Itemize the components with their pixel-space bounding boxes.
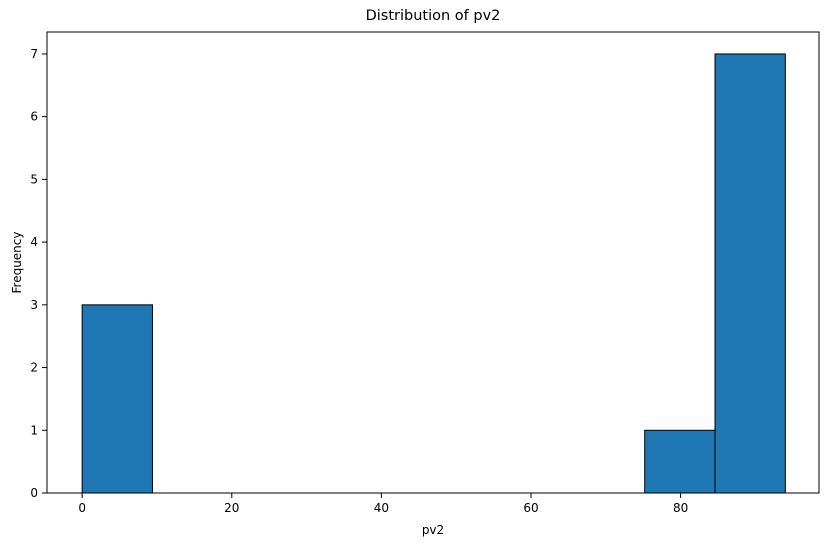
y-tick-label: 5: [30, 172, 38, 186]
x-axis-label: pv2: [422, 523, 444, 537]
x-axis-ticks: 0 20 40 60 80: [78, 493, 688, 515]
histogram-bar: [714, 53, 786, 494]
y-tick-label: 2: [30, 361, 38, 375]
y-tick-label: 3: [30, 298, 38, 312]
y-tick-label: 6: [30, 110, 38, 124]
y-tick-label: 4: [30, 235, 38, 249]
x-tick-label: 80: [673, 501, 688, 515]
histogram-bar: [644, 429, 716, 494]
y-tick-label: 7: [30, 47, 38, 61]
y-axis-label: Frequency: [10, 232, 24, 294]
y-axis-ticks: 0 1 2 3 4 5 6 7: [30, 47, 47, 500]
x-tick-label: 0: [78, 501, 86, 515]
x-tick-label: 60: [523, 501, 538, 515]
y-tick-label: 1: [30, 423, 38, 437]
bars-group: [81, 53, 786, 494]
x-tick-label: 20: [224, 501, 239, 515]
plot-frame: [46, 31, 820, 494]
x-tick-label: 40: [374, 501, 389, 515]
y-tick-label: 0: [30, 486, 38, 500]
histogram-bar: [81, 304, 153, 494]
chart-title: Distribution of pv2: [366, 8, 501, 24]
